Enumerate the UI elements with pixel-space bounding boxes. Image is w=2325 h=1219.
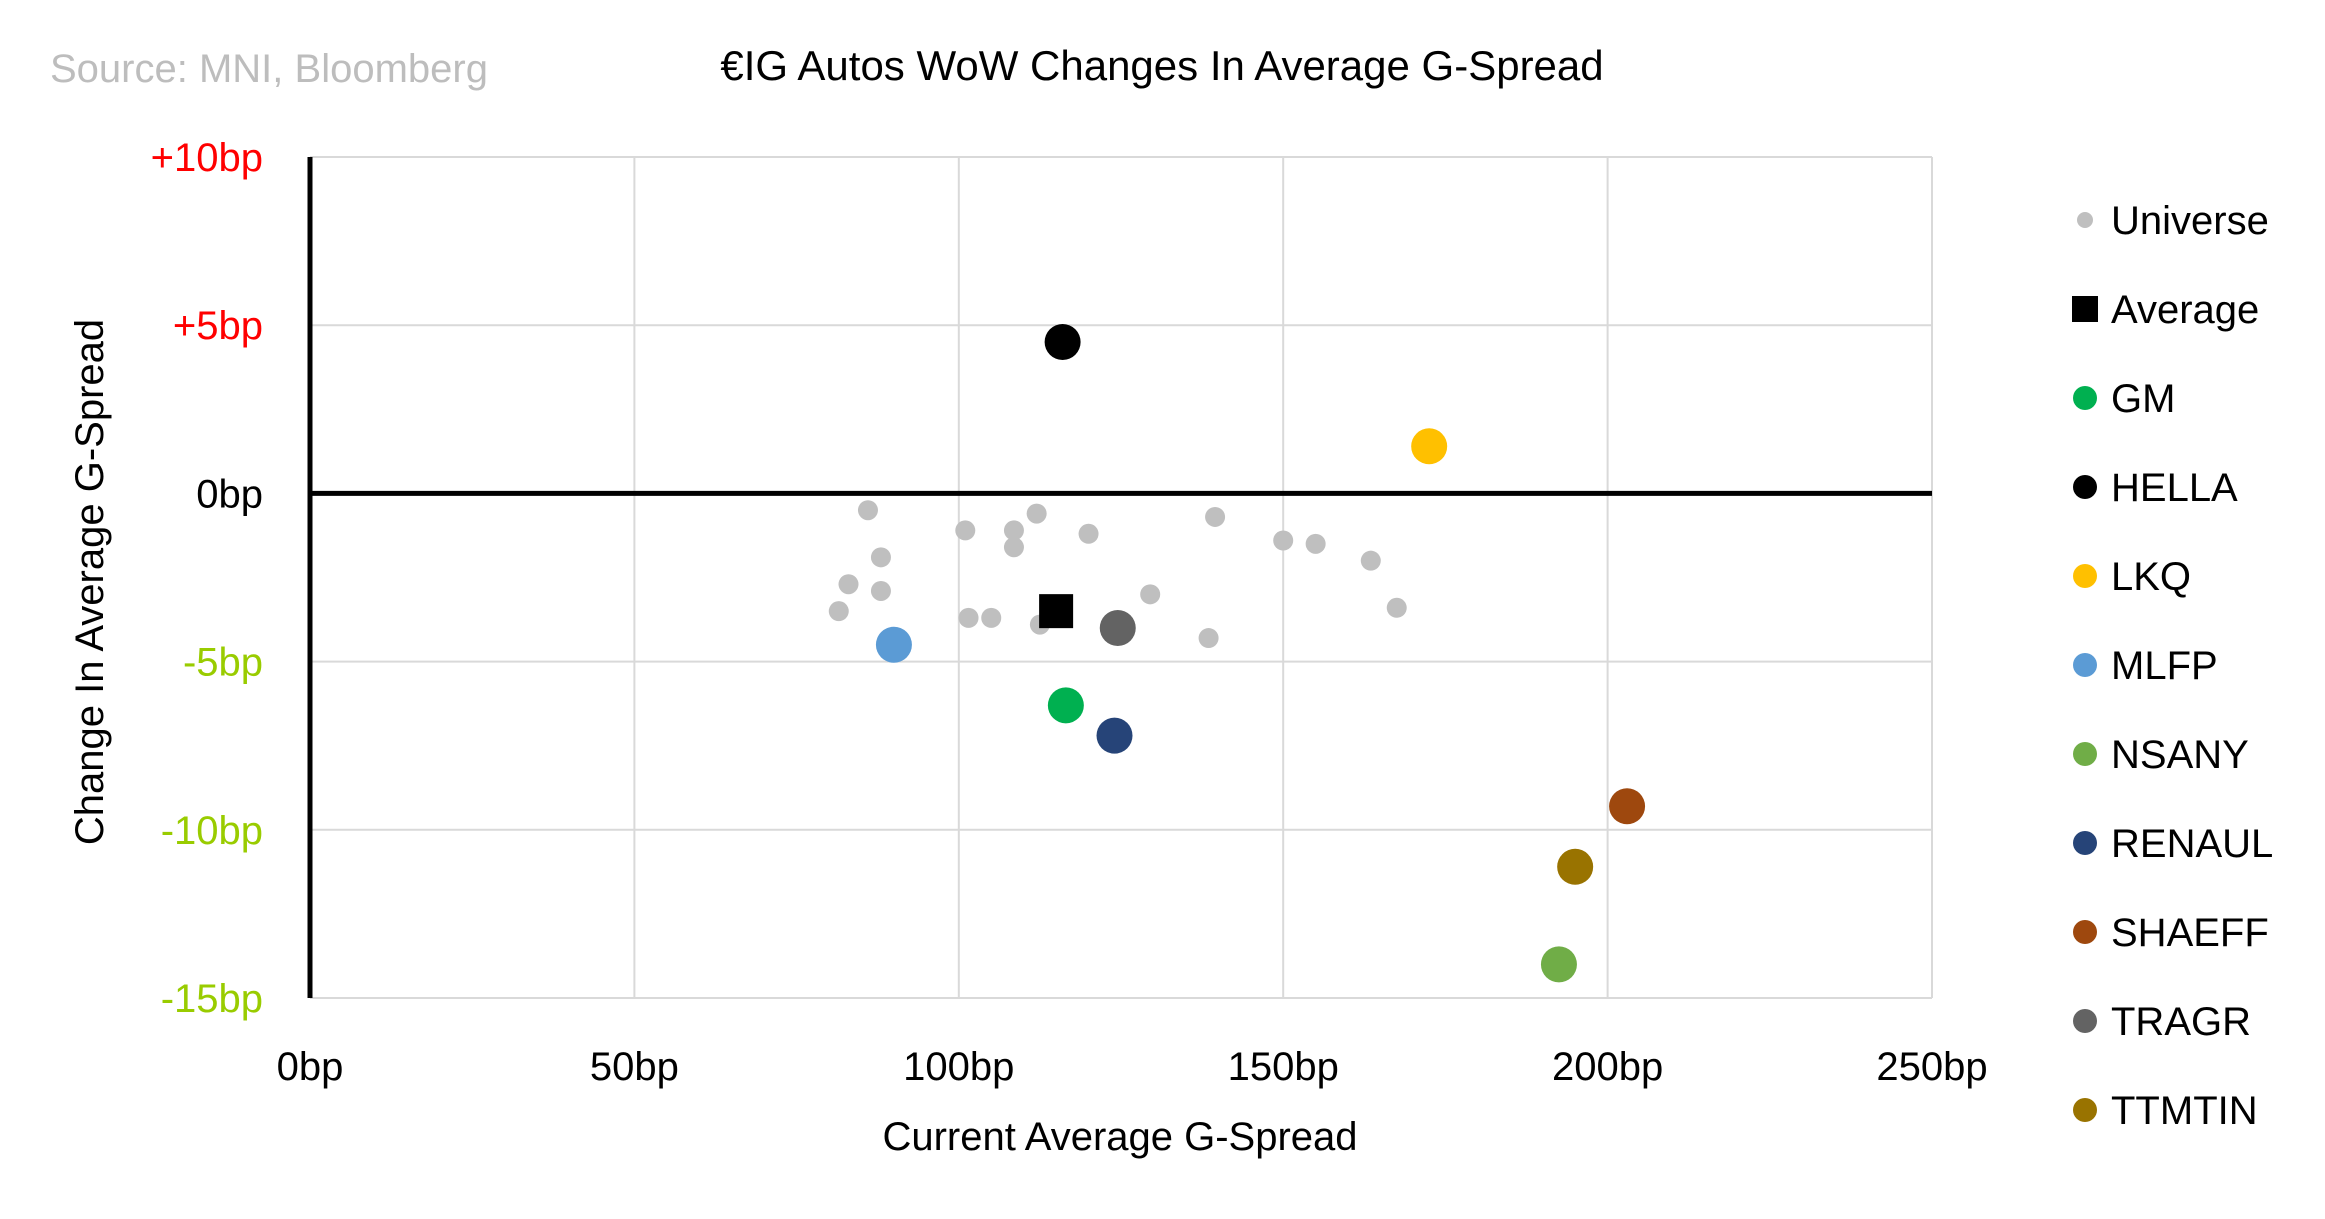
- x-tick-label: 150bp: [1228, 1045, 1339, 1089]
- legend-marker-gm: [2073, 386, 2097, 410]
- point-universe: [1305, 533, 1326, 554]
- legend-label-lkq: LKQ: [2111, 555, 2191, 599]
- y-axis-label: Change In Average G-Spread: [68, 319, 112, 845]
- x-tick-label: 0bp: [277, 1045, 344, 1089]
- point-universe: [955, 520, 976, 541]
- point-universe: [1273, 530, 1294, 551]
- x-axis-label: Current Average G-Spread: [882, 1115, 1357, 1159]
- point-universe: [958, 607, 979, 628]
- point-shaeff: [1609, 788, 1646, 825]
- x-tick-label: 250bp: [1876, 1045, 1987, 1089]
- y-tick-label: -15bp: [161, 977, 263, 1021]
- point-universe: [1198, 628, 1219, 649]
- x-tick-label: 100bp: [903, 1045, 1014, 1089]
- legend-marker-tragr: [2073, 1009, 2097, 1033]
- point-universe: [870, 580, 891, 601]
- legend-label-average: Average: [2111, 288, 2259, 332]
- point-mlfp: [875, 626, 912, 663]
- point-universe: [981, 607, 1002, 628]
- point-universe: [870, 547, 891, 568]
- point-universe: [838, 574, 859, 595]
- point-universe: [1205, 506, 1226, 527]
- point-universe: [857, 500, 878, 521]
- point-nsany: [1540, 946, 1577, 983]
- legend-marker-mlfp: [2073, 653, 2097, 677]
- legend-marker-renaul: [2073, 831, 2097, 855]
- legend-label-universe: Universe: [2111, 199, 2269, 243]
- point-average: [1039, 594, 1074, 629]
- point-universe: [1078, 523, 1099, 544]
- legend-marker-lkq: [2073, 564, 2097, 588]
- point-universe: [1003, 520, 1024, 541]
- data-points: [828, 324, 1646, 983]
- x-tick-label: 200bp: [1552, 1045, 1663, 1089]
- y-tick-label: +10bp: [151, 136, 263, 180]
- point-gm: [1047, 687, 1084, 724]
- gridlines: [310, 156, 1933, 999]
- point-universe: [1140, 584, 1161, 605]
- legend-label-nsany: NSANY: [2111, 733, 2249, 777]
- source-note: Source: MNI, Bloomberg: [50, 47, 488, 91]
- legend-marker-universe: [2077, 212, 2093, 228]
- legend-marker-nsany: [2073, 742, 2097, 766]
- point-ttmtin: [1557, 848, 1594, 885]
- tick-labels: 0bp 50bp 100bp 150bp 200bp 250bp+10bp+5bp0bp-…: [151, 136, 1988, 1089]
- y-tick-label: -10bp: [161, 809, 263, 853]
- point-universe: [828, 601, 849, 622]
- y-tick-label: +5bp: [173, 304, 263, 348]
- chart-title: €IG Autos WoW Changes In Average G-Sprea…: [720, 42, 1603, 89]
- point-tragr: [1099, 609, 1136, 646]
- legend-marker-average: [2072, 296, 2098, 322]
- point-renaul: [1096, 717, 1133, 754]
- point-lkq: [1411, 428, 1448, 465]
- legend-label-gm: GM: [2111, 377, 2175, 421]
- legend-label-hella: HELLA: [2111, 466, 2238, 510]
- legend-marker-hella: [2073, 475, 2097, 499]
- y-tick-label: -5bp: [183, 641, 263, 685]
- y-tick-label: 0bp: [196, 472, 263, 516]
- point-universe: [1026, 503, 1047, 524]
- point-hella: [1044, 324, 1081, 361]
- legend-marker-ttmtin: [2073, 1098, 2097, 1122]
- legend-label-ttmtin: TTMTIN: [2111, 1089, 2258, 1133]
- x-tick-label: 50bp: [590, 1045, 679, 1089]
- legend-label-tragr: TRAGR: [2111, 1000, 2251, 1044]
- axes: [307, 157, 1932, 998]
- legend-label-renaul: RENAUL: [2111, 822, 2273, 866]
- point-universe: [1360, 550, 1381, 571]
- legend-marker-shaeff: [2073, 920, 2097, 944]
- point-universe: [1386, 597, 1407, 618]
- legend-label-mlfp: MLFP: [2111, 644, 2218, 688]
- legend: Universe Average GM HELLA LKQ MLFP NSANY RENAUL…: [2072, 199, 2273, 1133]
- legend-label-shaeff: SHAEFF: [2111, 911, 2269, 955]
- point-universe: [1003, 537, 1024, 558]
